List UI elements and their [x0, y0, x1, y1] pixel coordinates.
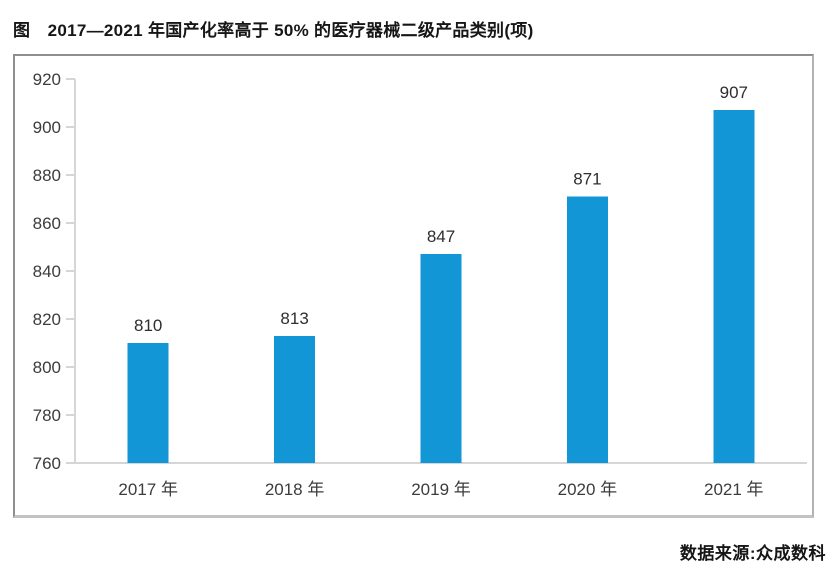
y-tick-label: 780	[33, 406, 61, 425]
y-tick-label: 900	[33, 118, 61, 137]
bar	[713, 110, 755, 463]
x-tick-label: 2017 年	[118, 480, 178, 499]
bar-value-label: 813	[280, 309, 308, 328]
chart-title: 图 2017—2021 年国产化率高于 50% 的医疗器械二级产品类别(项)	[13, 21, 534, 40]
bar-chart: 760 780 800 820 840 860 880 900 920 810 2017 年 813 2…	[33, 70, 807, 499]
bar	[566, 196, 608, 463]
bar-value-label: 810	[134, 316, 162, 335]
y-tick-label: 800	[33, 358, 61, 377]
bar-value-label: 847	[427, 227, 455, 246]
x-tick-label: 2019 年	[411, 480, 471, 499]
x-tick-label: 2018 年	[265, 480, 325, 499]
y-tick-label: 880	[33, 166, 61, 185]
x-tick-label: 2020 年	[558, 480, 618, 499]
data-source: 数据来源:众成数科	[679, 544, 826, 563]
bar-value-label: 871	[573, 170, 601, 189]
y-tick-label: 820	[33, 310, 61, 329]
bar	[420, 254, 462, 463]
y-tick-label: 860	[33, 214, 61, 233]
bar	[274, 335, 316, 463]
y-tick-label: 760	[33, 454, 61, 473]
bar-value-label: 907	[720, 83, 748, 102]
bar	[127, 343, 169, 463]
x-tick-label: 2021 年	[704, 480, 764, 499]
y-tick-label: 920	[33, 70, 61, 89]
y-tick-label: 840	[33, 262, 61, 281]
chart-frame: 760 780 800 820 840 860 880 900 920 810 2017 年 813 2…	[13, 54, 814, 518]
